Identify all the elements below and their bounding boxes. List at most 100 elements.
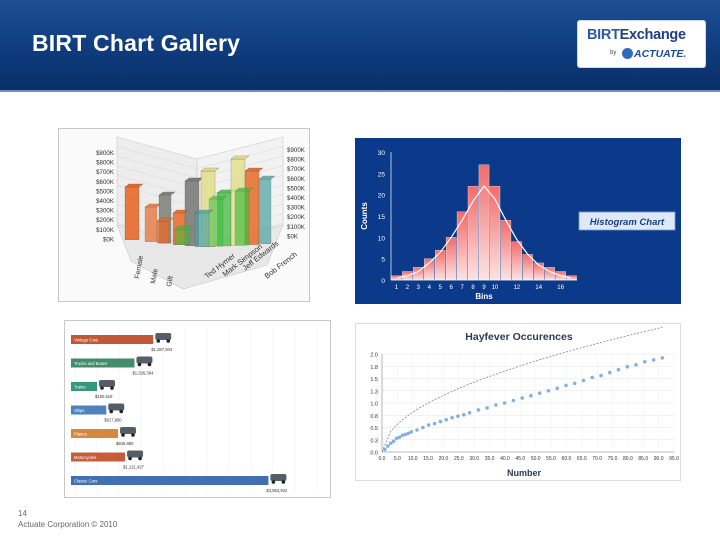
x-tick: 12 [513,285,520,291]
bar-value-6: $3,853,922 [266,488,288,493]
y-tick: 5 [381,257,385,264]
fit-curve [396,185,572,279]
grid-line [116,146,198,169]
wheel-icon [100,386,104,390]
bar-2 [71,382,97,391]
chart-3d: $800K $800K $700K $600K $500K $400K $300K $200K… [96,136,306,290]
y-tick: 0.5 [370,426,378,432]
data-point-39 [643,360,647,364]
hist-bar-13 [533,262,544,281]
x-tick: 5 [439,285,443,291]
hist-bar-7 [467,185,479,281]
category-left: Gift [166,275,175,287]
bar-5 [71,452,126,462]
bar-label-1: Trucks and Buses [74,361,107,366]
bar-top-5 [200,167,220,172]
x-tick: 50.0 [531,456,541,462]
x-axis-label: Number [507,468,542,478]
grid-line [116,136,198,160]
data-point-37 [625,364,630,369]
y-axis-label: Counts [360,202,369,230]
hist-bar-10 [500,220,512,281]
hist-bar-0 [391,275,402,281]
x-tick: 70.0 [592,456,602,462]
bar-0 [71,335,154,344]
data-point-2 [389,441,393,445]
x-tick: 0.0 [379,456,386,462]
data-point-26 [529,393,533,398]
bar-value-1: $1,326,394 [132,371,154,376]
hist-bar-6 [456,211,468,281]
data-point-22 [494,403,498,407]
y-tick-left: $200K [96,217,115,224]
hayfever-chart: Hayfever Occurences 2.0 1.8 1.5 1.3 1.0 0.8 0.5… [370,326,679,478]
x-tick: 6 [450,285,454,291]
wheel-icon [131,433,135,437]
x-tick: 95.0 [669,456,679,462]
x-tick: 5.0 [394,456,401,462]
page-number: 14 [18,509,27,518]
data-point-36 [616,367,621,372]
wheel-icon [156,339,161,343]
y-tick-left: $300K [96,208,115,215]
product-image-0 [155,333,172,340]
x-tick: 55.0 [546,456,556,462]
bar-label-4: Planes [74,432,87,437]
data-point-8 [406,431,411,436]
wheel-icon [281,480,286,484]
y-tick: 1.8 [370,365,378,371]
data-point-4 [394,436,399,441]
bar-top-11 [174,225,194,230]
grid-line [196,136,284,160]
bar-top-9 [258,175,276,180]
y-tick-left: $700K [96,169,115,176]
hist-bar-5 [445,237,457,281]
y-tick-right: $800K [287,157,306,164]
x-tick: 45.0 [515,456,525,462]
bar-14 [156,220,170,244]
y-tick: 0.0 [370,451,378,457]
data-point-23 [502,401,507,405]
bar-top-10 [208,195,228,200]
product-image-1 [136,356,153,364]
x-tick: 4 [428,285,432,291]
y-tick: 25 [378,171,386,178]
data-point-16 [450,415,454,420]
chart-title: Hayfever Occurences [465,331,573,343]
wheel-icon [109,409,114,414]
grid-line [116,175,198,198]
birt-exchange-logo[interactable]: BIRTExchange by ACTUATE. [577,20,706,68]
y-tick: 0.8 [370,414,378,420]
data-point-17 [456,414,460,418]
bar-12 [194,212,210,247]
wheel-icon [128,456,132,461]
x-tick: 90.0 [654,456,664,462]
bar-11 [174,228,190,245]
y-tick: 0.3 [370,438,378,444]
bar-label-2: Trains [74,385,85,390]
page-title: BIRT Chart Gallery [32,30,241,56]
data-point-9 [409,430,413,434]
bar-13 [234,190,250,246]
bar-1 [71,358,135,368]
y-tick-right: $500K [287,185,306,192]
bar-label-3: Ships [74,408,84,413]
data-point-25 [520,396,524,400]
data-point-28 [546,389,551,393]
data-point-5 [397,435,402,440]
wheel-icon [138,456,142,461]
hist-bar-8 [478,164,490,281]
bar-1 [144,206,158,242]
x-tick: 16 [557,285,564,291]
x-tick: 9 [482,285,486,291]
trend-line [381,326,663,453]
y-tick-left: $0K [103,236,115,243]
y-tick-right: $0K [287,233,299,240]
wheel-icon [166,339,171,343]
bar-value-2: $190,519 [95,394,113,399]
y-tick: 20 [378,193,386,200]
data-point-34 [599,373,603,378]
category-left: Female [134,255,145,279]
x-tick: 85.0 [638,456,648,462]
